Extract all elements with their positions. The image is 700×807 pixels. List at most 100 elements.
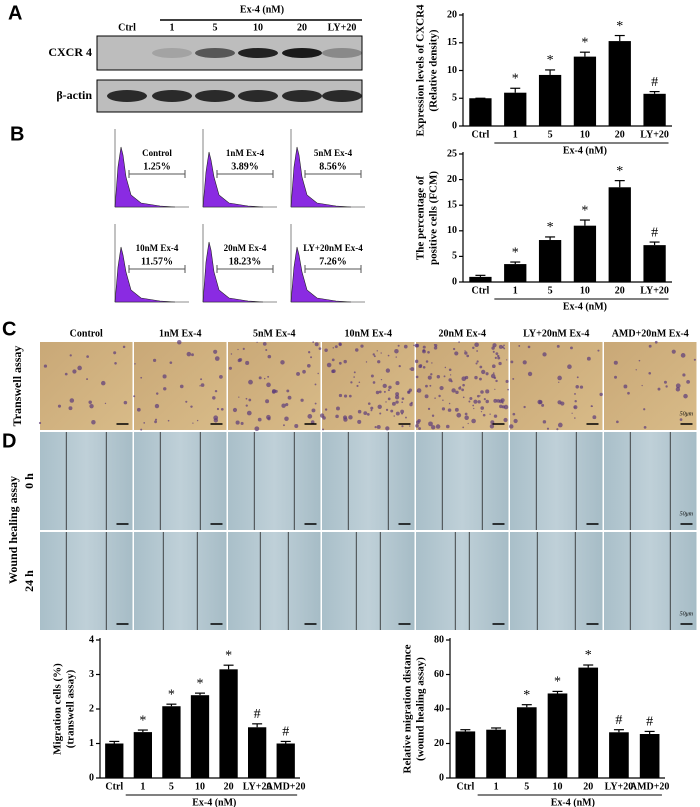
panel-label: B bbox=[10, 123, 24, 145]
cell bbox=[461, 376, 467, 382]
cell bbox=[57, 404, 62, 408]
annotation: # bbox=[651, 225, 658, 240]
micrograph bbox=[510, 342, 603, 430]
cell bbox=[431, 425, 436, 430]
group-label: Ex-4 (nM) bbox=[563, 145, 607, 156]
lane-label: 20 bbox=[297, 22, 307, 33]
cell bbox=[449, 374, 452, 376]
cell bbox=[281, 403, 286, 408]
cell bbox=[394, 348, 399, 354]
cell bbox=[64, 372, 68, 376]
cell bbox=[557, 375, 562, 381]
cell bbox=[348, 394, 352, 398]
bar bbox=[504, 264, 527, 282]
annotation: * bbox=[523, 688, 530, 703]
cell bbox=[505, 379, 509, 384]
flow-percent: 1.25% bbox=[143, 161, 171, 172]
cell bbox=[575, 385, 579, 389]
cell bbox=[574, 417, 576, 419]
cell bbox=[489, 424, 495, 429]
cell bbox=[428, 421, 433, 427]
cell bbox=[471, 418, 476, 424]
cell bbox=[597, 349, 600, 352]
cell bbox=[537, 399, 543, 405]
cell bbox=[480, 406, 485, 410]
cell bbox=[679, 418, 683, 421]
cell bbox=[483, 398, 486, 401]
cell bbox=[523, 405, 526, 409]
annotation: * bbox=[616, 19, 623, 34]
cell bbox=[464, 351, 468, 355]
cell bbox=[503, 417, 508, 423]
cell bbox=[448, 368, 452, 372]
band bbox=[195, 48, 235, 58]
lane-label: LY+20 bbox=[328, 22, 357, 33]
cell bbox=[238, 396, 240, 398]
flow-histogram bbox=[114, 146, 176, 208]
cell bbox=[434, 344, 438, 347]
y-tick-label: 0 bbox=[452, 120, 457, 131]
cell bbox=[614, 375, 618, 379]
x-tick-label: Ctrl bbox=[472, 129, 490, 140]
cell bbox=[503, 344, 505, 347]
cell bbox=[375, 390, 380, 395]
cell bbox=[296, 371, 300, 376]
bar bbox=[105, 743, 124, 778]
cell bbox=[267, 375, 270, 378]
y-tick-label: 1 bbox=[89, 738, 94, 749]
cell bbox=[480, 410, 483, 413]
cell bbox=[405, 416, 407, 419]
cell bbox=[394, 395, 400, 400]
flow-histogram bbox=[114, 246, 176, 303]
x-tick-label: 10 bbox=[195, 781, 205, 792]
bar bbox=[573, 56, 597, 126]
micrograph bbox=[322, 432, 415, 530]
cell bbox=[365, 361, 368, 363]
cell bbox=[242, 347, 245, 350]
cell bbox=[500, 398, 505, 403]
micrograph bbox=[40, 432, 133, 530]
cell bbox=[522, 360, 527, 365]
cell bbox=[377, 360, 381, 364]
micrograph bbox=[228, 342, 321, 430]
cell bbox=[418, 427, 422, 430]
cell bbox=[72, 369, 77, 374]
cell bbox=[370, 409, 373, 412]
cell bbox=[570, 346, 573, 350]
y-tick-label: 0 bbox=[89, 772, 94, 783]
cell bbox=[422, 365, 426, 369]
y-tick-label: 5 bbox=[452, 251, 457, 262]
cell bbox=[643, 426, 647, 429]
cell bbox=[287, 395, 292, 400]
cell bbox=[472, 346, 475, 350]
y-axis-label: Migration cells (%) bbox=[52, 663, 64, 755]
cell bbox=[228, 366, 232, 370]
cell bbox=[123, 400, 128, 405]
bar bbox=[608, 41, 631, 126]
micrograph bbox=[40, 342, 133, 430]
cell bbox=[512, 377, 515, 380]
flow-histogram bbox=[290, 146, 352, 208]
x-tick-label: LY+20 bbox=[243, 781, 272, 792]
cell bbox=[410, 401, 413, 404]
y-axis-label: Relative migration distance bbox=[402, 644, 414, 773]
cell bbox=[494, 356, 497, 359]
x-tick-label: 20 bbox=[615, 285, 625, 296]
flow-percent: 18.23% bbox=[229, 256, 262, 267]
cell bbox=[495, 352, 499, 356]
column-label: 10nM Ex-4 bbox=[345, 328, 393, 339]
cell bbox=[186, 351, 192, 357]
cell bbox=[322, 428, 325, 431]
column-label: LY+20nM Ex-4 bbox=[523, 328, 589, 339]
cell bbox=[462, 383, 465, 387]
cell bbox=[395, 411, 400, 416]
cell bbox=[264, 377, 266, 380]
bar bbox=[538, 74, 562, 126]
cell bbox=[237, 358, 241, 363]
cell bbox=[388, 385, 392, 389]
cell bbox=[190, 405, 193, 408]
bar bbox=[538, 240, 562, 282]
bar bbox=[469, 276, 492, 282]
cell bbox=[416, 388, 422, 393]
cell bbox=[499, 404, 503, 409]
